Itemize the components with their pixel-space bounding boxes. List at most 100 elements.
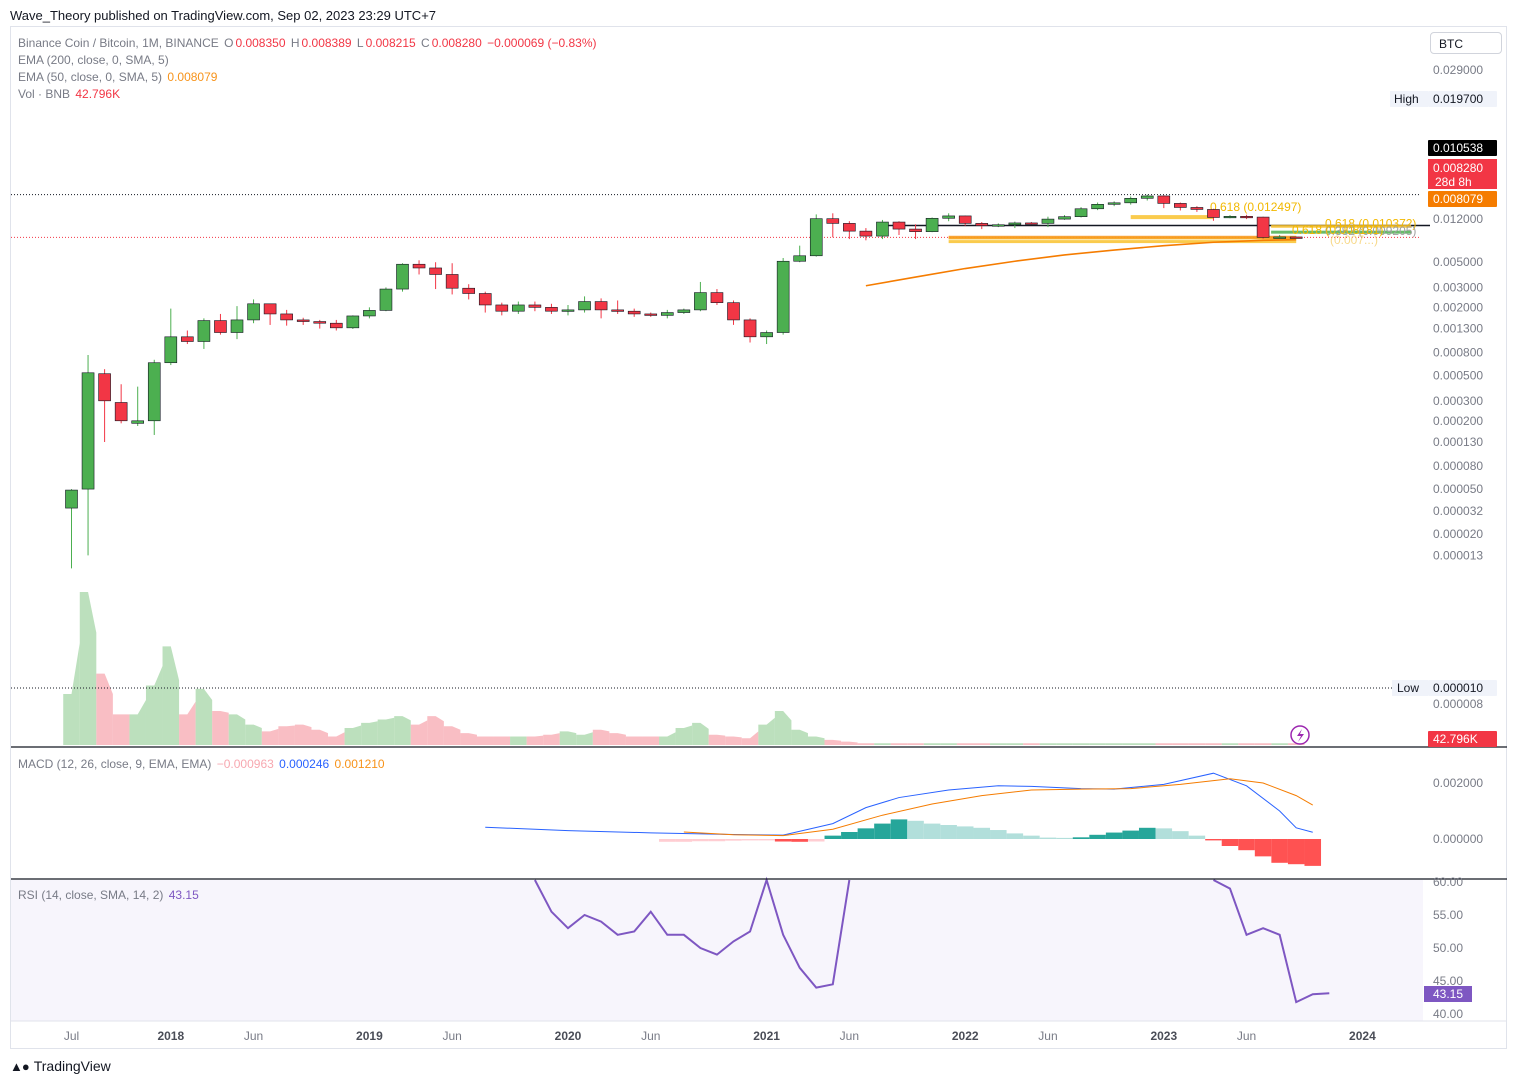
last-price-value: 0.008280 (1433, 161, 1483, 175)
countdown-value: 28d 8h (1435, 175, 1472, 189)
fib-zone-6 (948, 235, 1297, 239)
chart-frame (10, 26, 1507, 1049)
price-axis-tick: 0.000050 (1433, 482, 1483, 496)
price-axis-tick: 0.003000 (1433, 280, 1483, 294)
price-axis-tick: 0.000020 (1433, 527, 1483, 541)
price-axis-tick: 0.000200 (1433, 414, 1483, 428)
candle-down (1157, 195, 1171, 204)
time-axis-tick: Jun (1237, 1029, 1256, 1043)
candle-up (164, 336, 178, 364)
price-axis-tick: 0.000080 (1433, 459, 1483, 473)
time-axis-tick: Jun (641, 1029, 660, 1043)
candle-down (296, 319, 310, 322)
macd-histogram-bar (1105, 832, 1123, 839)
time-axis-tick: Jun (244, 1029, 263, 1043)
macd-histogram-bar (923, 823, 941, 839)
macd-histogram-bar (1188, 835, 1206, 839)
volume-bar (245, 724, 262, 745)
price-axis-tick: 0.000130 (1433, 435, 1483, 449)
volume-bar (559, 731, 577, 745)
volume-bar (543, 733, 560, 745)
low-text: Low (1397, 681, 1419, 695)
volume-bar (907, 743, 924, 745)
high-value-bg (1428, 91, 1497, 107)
low-value-bg (1428, 680, 1497, 696)
volume-bar (112, 714, 130, 745)
price-axis-tick: 0.000800 (1433, 345, 1483, 359)
ema-value: 0.008079 (1433, 192, 1483, 206)
volume-bar (79, 592, 97, 745)
time-axis-tick: 2024 (1349, 1029, 1376, 1043)
fib-label-4: 0.618 (0.008181) (1292, 223, 1383, 237)
ema200-legend[interactable]: EMA (200, close, 0, SMA, 5) (18, 53, 171, 67)
legend-high-label: H (290, 36, 300, 50)
macd-histogram-bar (1238, 839, 1255, 851)
rsi-value-tag-bg (1424, 986, 1472, 1002)
macd-histogram-bar (1023, 835, 1040, 839)
price-axis-tick: 0.000008 (1433, 697, 1483, 711)
volume-bar (377, 717, 395, 745)
candle-down (1190, 207, 1204, 210)
volume-bar (526, 735, 544, 745)
candle-down (1256, 216, 1270, 238)
volume-bar (675, 725, 693, 745)
volume-bar (278, 725, 295, 745)
volume-legend[interactable]: Vol · BNB 42.796K (18, 87, 122, 101)
candle-up (925, 217, 939, 232)
volume-bar (195, 688, 213, 745)
fib-label-2: 0.618 (0.010372) (1325, 216, 1416, 230)
fib-label-1: 0.618 (0.012497) (1210, 200, 1301, 214)
tradingview-brand[interactable]: ▲● TradingView (10, 1058, 111, 1074)
macd-legend[interactable]: MACD (12, 26, close, 9, EMA, EMA) −0.000… (18, 757, 387, 771)
volume-bar (725, 736, 742, 745)
candle-down (545, 307, 558, 312)
volume-bar (212, 711, 229, 745)
macd-histogram-bar (1039, 837, 1057, 839)
last-price-bg (1428, 159, 1497, 189)
macd-histogram-bar (1221, 839, 1239, 846)
volume-bar (311, 729, 329, 745)
volume-bar (1254, 743, 1272, 745)
currency-button[interactable]: BTC (1430, 32, 1502, 54)
volume-bar (592, 729, 610, 745)
high-text-bg (1390, 91, 1428, 107)
volume-bar (642, 736, 660, 745)
macd-signal-value: 0.001210 (334, 757, 385, 771)
candle-up (942, 215, 955, 219)
legend-close: 0.008280 (431, 36, 482, 50)
candle-up (1041, 218, 1055, 224)
volume-bar (476, 736, 494, 745)
candle-up (760, 332, 773, 338)
macd-histogram-bar (857, 828, 875, 839)
candle-up (1008, 222, 1022, 226)
volume-bar (427, 716, 444, 745)
volume-tag-bg (1428, 731, 1497, 747)
fib-zone-2 (1271, 224, 1412, 228)
time-axis-tick: 2022 (952, 1029, 979, 1043)
macd-histogram-bar (940, 825, 957, 839)
publisher-line: Wave_Theory published on TradingView.com… (10, 8, 437, 23)
legend-open: 0.008350 (235, 36, 286, 50)
candle-up (363, 310, 376, 317)
candle-down (727, 302, 740, 321)
candle-up (1140, 195, 1154, 199)
candle-down (975, 223, 989, 226)
rsi-background (11, 880, 1423, 1021)
candle-down (826, 218, 840, 224)
candle-up (1091, 204, 1104, 210)
tradingview-logo-icon: ▲● (10, 1058, 30, 1074)
macd-histogram-bar (692, 839, 709, 842)
ema50-legend[interactable]: EMA (50, close, 0, SMA, 5) 0.008079 (18, 70, 219, 84)
volume-bar (460, 733, 477, 745)
macd-axis-tick: 0.002000 (1433, 776, 1483, 790)
macd-histogram-bar (1304, 839, 1322, 866)
volume-bar (394, 716, 411, 745)
candle-down (412, 263, 426, 269)
rsi-value-tag: 43.15 (1433, 987, 1463, 1001)
price-axis-tick: 0.029000 (1433, 63, 1483, 77)
volume-bar (294, 724, 312, 745)
volume-bar (758, 717, 775, 745)
candle-up (1223, 216, 1237, 219)
rsi-legend[interactable]: RSI (14, close, SMA, 14, 2) 43.15 (18, 888, 201, 902)
